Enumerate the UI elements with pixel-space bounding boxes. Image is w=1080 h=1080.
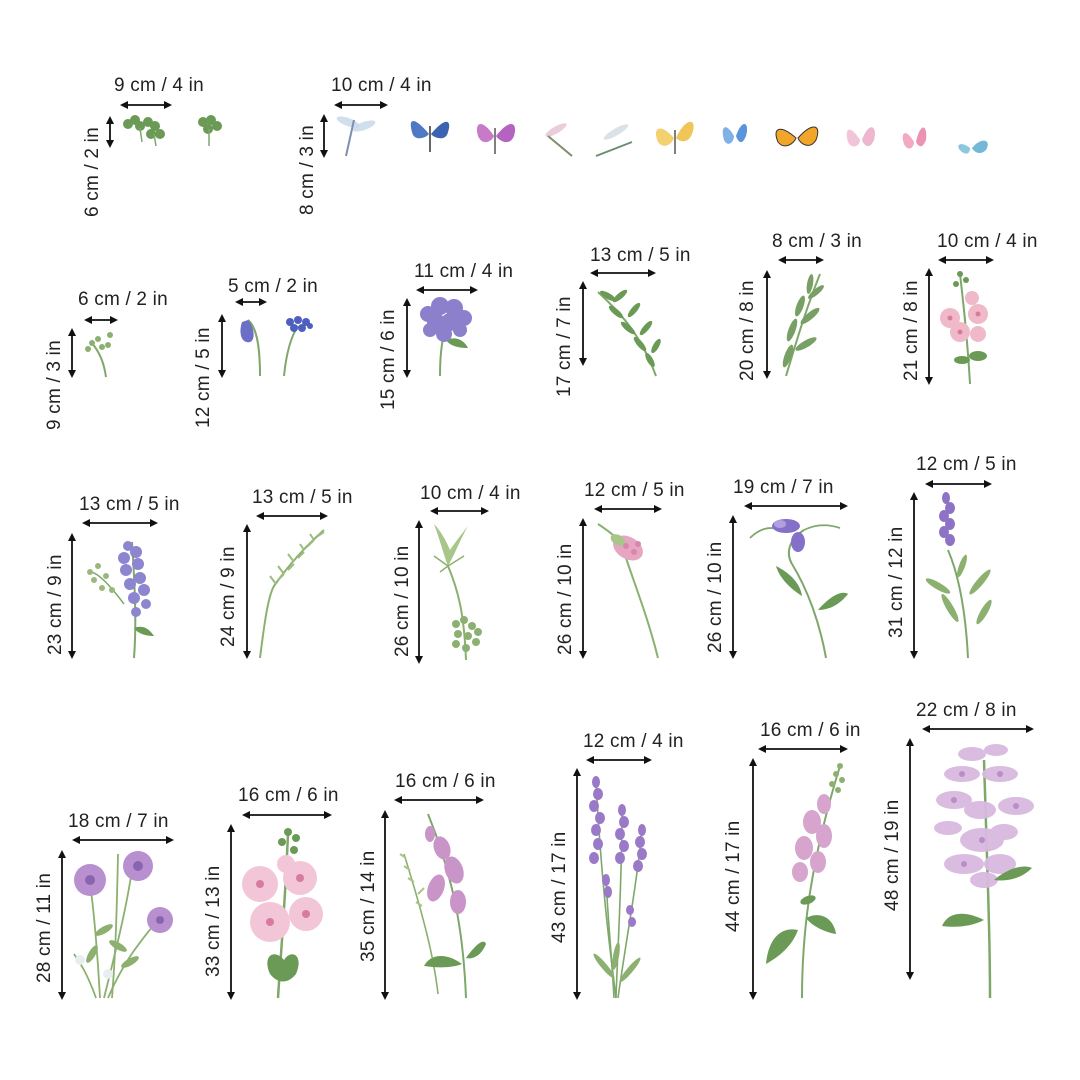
hollyhock-height-label: 33 cm / 13 in	[203, 865, 224, 977]
butterfly-blue	[410, 121, 450, 152]
foxglove1-height-label: 35 cm / 14 in	[358, 850, 379, 962]
butterfly-yellow	[655, 121, 694, 154]
clover2-width-label: 12 cm / 5 in	[584, 480, 685, 501]
foxglove1-width-label: 16 cm / 6 in	[395, 771, 496, 792]
butterfly-pink-2	[902, 127, 927, 149]
dragonfly-2	[545, 123, 573, 157]
clover2-illustration	[597, 523, 659, 659]
hyacinth-height-label: 23 cm / 9 in	[45, 554, 66, 655]
freesia-width-label: 19 cm / 7 in	[733, 477, 834, 498]
bellflower-width-label: 5 cm / 2 in	[228, 276, 318, 297]
hyacinth-illustration	[87, 541, 154, 659]
grass-height-label: 24 cm / 9 in	[218, 546, 239, 647]
insects-illustration	[336, 116, 988, 157]
pinkbloom-illustration	[940, 271, 988, 385]
poppy-illustration	[73, 851, 173, 999]
insects-height-label: 8 cm / 3 in	[297, 125, 318, 215]
butterfly-lightpink	[846, 127, 875, 147]
willow-width-label: 8 cm / 3 in	[772, 231, 862, 252]
butterfly-pink	[476, 123, 516, 154]
sprig-illustration	[85, 332, 113, 378]
hollyhock-width-label: 16 cm / 6 in	[238, 785, 339, 806]
dragonfly-3	[595, 124, 633, 157]
sprig-height-label: 9 cm / 3 in	[44, 340, 65, 430]
clover-height-label: 6 cm / 2 in	[82, 127, 103, 217]
butterfly-teal	[958, 140, 988, 154]
seedhead-illustration	[433, 524, 482, 661]
foxglove2-illustration	[766, 763, 845, 999]
bellflower-height-label: 12 cm / 5 in	[193, 327, 214, 428]
foxglove2-height-label: 44 cm / 17 in	[723, 820, 744, 932]
freesia-illustration	[749, 519, 848, 659]
pinkbloom-height-label: 21 cm / 8 in	[901, 280, 922, 381]
poppy-width-label: 18 cm / 7 in	[68, 811, 169, 832]
lilac-illustration	[934, 744, 1034, 999]
seedhead-width-label: 10 cm / 4 in	[420, 483, 521, 504]
clover2-height-label: 26 cm / 10 in	[555, 543, 576, 655]
lavender1-height-label: 31 cm / 12 in	[886, 526, 907, 638]
lavender2-height-label: 43 cm / 17 in	[549, 831, 570, 943]
foxglove2-width-label: 16 cm / 6 in	[760, 720, 861, 741]
freesia-height-label: 26 cm / 10 in	[705, 541, 726, 653]
lilac-width-label: 22 cm / 8 in	[916, 700, 1017, 721]
clover-width-label: 9 cm / 4 in	[114, 75, 204, 96]
bellflower-illustration	[240, 316, 313, 377]
hydrangea-height-label: 15 cm / 6 in	[378, 309, 399, 410]
grass-illustration	[259, 529, 325, 659]
lavender1-width-label: 12 cm / 5 in	[916, 454, 1017, 475]
hollyhock-illustration	[242, 828, 323, 999]
dragonfly-1	[336, 116, 376, 157]
hydrangea-illustration	[420, 297, 472, 377]
leafbranch-illustration	[597, 289, 661, 377]
sprig-width-label: 6 cm / 2 in	[78, 289, 168, 310]
lavender2-illustration	[589, 776, 647, 999]
butterfly-lightblue	[722, 123, 748, 144]
willow-illustration	[782, 273, 824, 377]
lavender1-illustration	[925, 492, 992, 659]
lavender2-width-label: 12 cm / 4 in	[583, 731, 684, 752]
leafbranch-height-label: 17 cm / 7 in	[554, 296, 575, 397]
foxglove1-illustration	[399, 813, 486, 999]
butterfly-monarch	[775, 126, 819, 147]
clover-illustration	[123, 115, 222, 147]
grass-width-label: 13 cm / 5 in	[252, 487, 353, 508]
lilac-height-label: 48 cm / 19 in	[882, 799, 903, 911]
insects-width-label: 10 cm / 4 in	[331, 75, 432, 96]
hydrangea-width-label: 11 cm / 4 in	[414, 261, 514, 282]
pinkbloom-width-label: 10 cm / 4 in	[937, 231, 1038, 252]
hyacinth-width-label: 13 cm / 5 in	[79, 494, 180, 515]
willow-height-label: 20 cm / 8 in	[737, 280, 758, 381]
poppy-height-label: 28 cm / 11 in	[34, 873, 55, 983]
leafbranch-width-label: 13 cm / 5 in	[590, 245, 691, 266]
seedhead-height-label: 26 cm / 10 in	[392, 545, 413, 657]
